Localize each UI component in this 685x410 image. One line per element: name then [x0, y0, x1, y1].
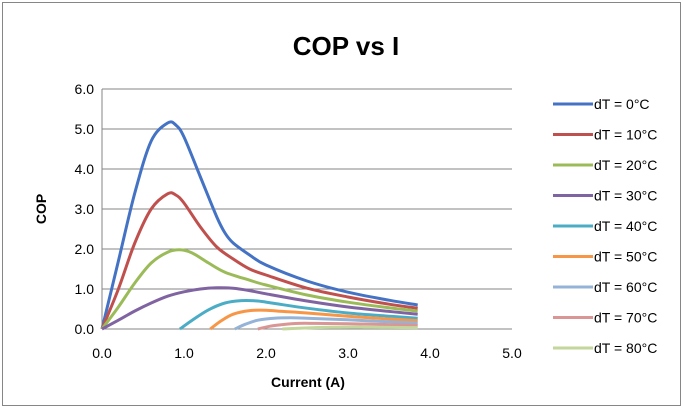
x-tick-label: 1.0 — [174, 345, 194, 361]
y-tick-label: 3.0 — [75, 201, 95, 217]
y-tick-label: 1.0 — [75, 281, 95, 297]
legend-label: dT = 80°C — [594, 340, 657, 356]
series-line-dt-60 — [234, 316, 418, 331]
y-tick-label: 2.0 — [75, 241, 95, 257]
legend-item-dt-30: dT = 30°C — [553, 188, 657, 204]
x-tick-label: 5.0 — [502, 345, 522, 361]
legend-item-dt-80: dT = 80°C — [553, 340, 657, 356]
legend-label: dT = 50°C — [594, 249, 657, 265]
legend-label: dT = 30°C — [594, 188, 657, 204]
plot-lines — [100, 120, 418, 331]
series-line-dt-50 — [209, 308, 418, 331]
gridlines — [102, 88, 512, 290]
y-tick-label: 5.0 — [75, 121, 95, 137]
legend: dT = 0°C dT = 10°C dT = 20°C dT = 30°C dT = … — [553, 96, 657, 356]
series-line-dt-20 — [100, 248, 418, 330]
legend-label: dT = 0°C — [594, 96, 650, 112]
y-tick-label: 4.0 — [75, 161, 95, 177]
y-tick-labels: 0.0 1.0 2.0 3.0 4.0 5.0 6.0 — [75, 81, 95, 337]
legend-item-dt-10: dT = 10°C — [553, 127, 657, 143]
legend-label: dT = 70°C — [594, 310, 657, 326]
chart-title: COP vs I — [293, 31, 399, 61]
legend-label: dT = 40°C — [594, 218, 657, 234]
legend-label: dT = 60°C — [594, 279, 657, 295]
x-tick-label: 4.0 — [420, 345, 440, 361]
x-tick-label: 2.0 — [256, 345, 276, 361]
series-line-dt-40 — [179, 298, 418, 331]
series-line-dt-10 — [100, 191, 418, 330]
legend-item-dt-60: dT = 60°C — [553, 279, 657, 295]
legend-item-dt-50: dT = 50°C — [553, 249, 657, 265]
chart-area — [2, 2, 681, 406]
series-line-dt-0 — [100, 120, 418, 330]
legend-item-dt-70: dT = 70°C — [553, 310, 657, 326]
series-line-dt-70 — [257, 321, 418, 331]
y-axis-label: COP — [33, 194, 49, 224]
y-tick-label: 0.0 — [75, 321, 95, 337]
series-line-dt-80 — [282, 325, 418, 331]
y-tick-label: 6.0 — [75, 81, 95, 97]
legend-label: dT = 10°C — [594, 127, 657, 143]
legend-item-dt-40: dT = 40°C — [553, 218, 657, 234]
x-tick-label: 3.0 — [338, 345, 358, 361]
legend-item-dt-20: dT = 20°C — [553, 157, 657, 173]
legend-item-dt-0: dT = 0°C — [553, 96, 650, 112]
x-tick-labels: 0.0 1.0 2.0 3.0 4.0 5.0 — [92, 345, 522, 361]
series-line-dt-30 — [101, 286, 418, 331]
x-axis-label: Current (A) — [271, 374, 345, 390]
legend-label: dT = 20°C — [594, 157, 657, 173]
x-tick-label: 0.0 — [92, 345, 112, 361]
